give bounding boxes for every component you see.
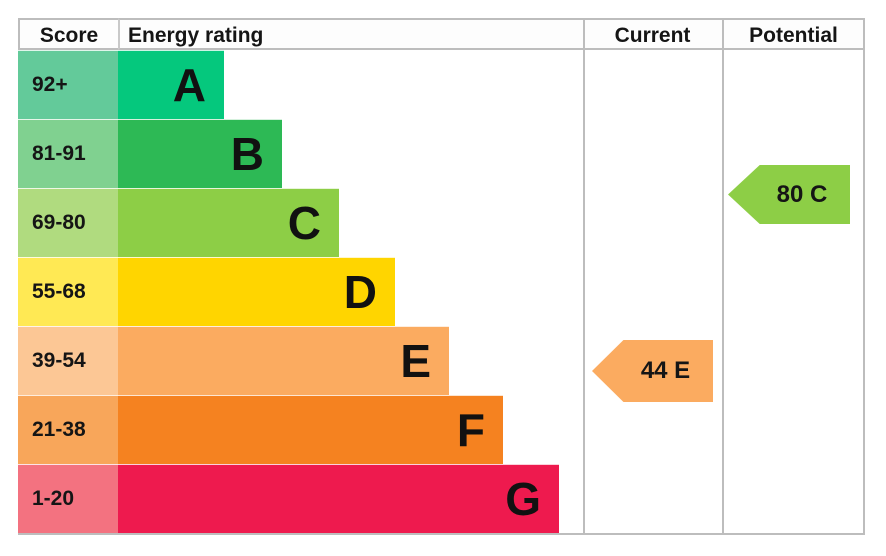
band-row-f: 21-38 F [18, 395, 583, 464]
score-range-f: 21-38 [18, 395, 118, 464]
band-row-b: 81-91 B [18, 119, 583, 188]
score-range-c: 69-80 [18, 188, 118, 257]
band-letter-g: G [505, 473, 541, 525]
current-rating-arrow: 44 E [592, 340, 713, 402]
band-letter-f: F [456, 404, 485, 456]
band-row-e: 39-54 E [18, 326, 583, 395]
band-letter-c: C [287, 197, 321, 249]
band-row-g: 1-20 G [18, 464, 583, 533]
rating-bar-f: F [118, 395, 503, 464]
rating-bar-d: D [118, 257, 395, 326]
potential-column-frame [722, 18, 865, 533]
score-range-g: 1-20 [18, 464, 118, 533]
potential-rating-label: 80 C [776, 180, 828, 208]
energy-rating-header: Energy rating [118, 18, 583, 50]
current-column-frame [583, 18, 722, 533]
band-row-a: 92+ A [18, 50, 583, 119]
band-letter-e: E [400, 335, 431, 387]
potential-rating-arrow: 80 C [728, 165, 850, 224]
rating-bar-a: A [118, 50, 224, 119]
score-range-b: 81-91 [18, 119, 118, 188]
current-header: Current [583, 18, 722, 50]
score-header: Score [18, 18, 118, 50]
score-range-a: 92+ [18, 50, 118, 119]
rating-bar-e: E [118, 326, 449, 395]
band-letter-b: B [230, 128, 264, 180]
rating-bar-b: B [118, 119, 282, 188]
score-range-d: 55-68 [18, 257, 118, 326]
score-range-e: 39-54 [18, 326, 118, 395]
band-letter-a: A [172, 59, 206, 111]
band-row-d: 55-68 D [18, 257, 583, 326]
rating-bar-g: G [118, 464, 559, 533]
potential-header: Potential [722, 18, 865, 50]
table-bottom-border [18, 533, 865, 535]
current-rating-label: 44 E [640, 357, 691, 384]
rating-bar-c: C [118, 188, 339, 257]
rating-bands: 92+ A 81-91 B 69-80 C 55-68 D 39-54 E 21-38 F 1-20 G [18, 50, 583, 533]
band-letter-d: D [343, 266, 377, 318]
band-row-c: 69-80 C [18, 188, 583, 257]
